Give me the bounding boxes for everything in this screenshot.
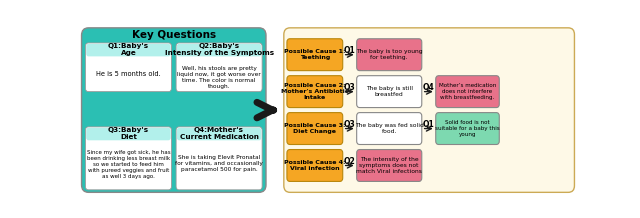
FancyBboxPatch shape [287,150,343,181]
Text: Possible Cause 1:
Teething: Possible Cause 1: Teething [284,49,346,60]
FancyBboxPatch shape [177,44,261,56]
Text: Q4: Q4 [423,83,435,92]
Text: Possible Cause 2:
Mother's Antibiotic
Intake: Possible Cause 2: Mother's Antibiotic In… [281,83,349,100]
FancyBboxPatch shape [287,76,343,107]
Text: The intensity of the
symptoms does not
match Viral infections: The intensity of the symptoms does not m… [356,157,422,174]
FancyBboxPatch shape [85,127,172,190]
Text: He is 5 months old.: He is 5 months old. [96,71,161,77]
FancyBboxPatch shape [284,28,575,192]
FancyBboxPatch shape [177,128,261,140]
Text: Solid food is not
suitable for a baby this
young: Solid food is not suitable for a baby th… [435,120,500,137]
FancyBboxPatch shape [436,113,499,145]
FancyBboxPatch shape [81,28,266,192]
FancyBboxPatch shape [176,127,262,190]
Text: Q3: Q3 [344,120,356,129]
Text: Since my wife got sick, he has
been drinking less breast milk
so we started to f: Since my wife got sick, he has been drin… [86,150,170,179]
Text: The baby was fed solid
food.: The baby was fed solid food. [355,123,424,134]
Text: Q3: Q3 [344,83,356,92]
Text: She is taking Elevit Pronatal
for vitamins, and occasionally
paracetamol 500 for: She is taking Elevit Pronatal for vitami… [175,155,263,172]
FancyBboxPatch shape [86,128,171,140]
Text: Q3:Baby's
Diet: Q3:Baby's Diet [108,127,149,140]
Text: Q1: Q1 [344,46,356,55]
Text: Well, his stools are pretty
liquid now, it got worse over
time. The color is nor: Well, his stools are pretty liquid now, … [177,66,261,89]
Text: Mother’s medication
does not interfere
with breastfeeding.: Mother’s medication does not interfere w… [439,83,496,100]
FancyBboxPatch shape [176,43,262,92]
Text: Q1:Baby's
Age: Q1:Baby's Age [108,43,149,56]
Text: Possible Cause 4:
Viral infection: Possible Cause 4: Viral infection [284,160,346,171]
FancyBboxPatch shape [86,44,171,56]
Text: Q2: Q2 [344,157,356,166]
Text: The baby is still
breastfed: The baby is still breastfed [365,86,413,97]
FancyBboxPatch shape [287,39,343,71]
Text: Key Questions: Key Questions [132,30,216,40]
Text: Q1: Q1 [423,120,435,129]
FancyBboxPatch shape [436,76,499,107]
Text: Q2:Baby's
Intensity of the Symptoms: Q2:Baby's Intensity of the Symptoms [164,43,274,56]
FancyBboxPatch shape [356,39,422,71]
Text: The baby is too young
for teething.: The baby is too young for teething. [356,49,422,60]
FancyBboxPatch shape [85,43,172,92]
FancyBboxPatch shape [356,150,422,181]
FancyBboxPatch shape [356,76,422,107]
Text: Q4:Mother's
Current Medication: Q4:Mother's Current Medication [180,127,259,140]
Text: Possible Cause 3:
Diet Change: Possible Cause 3: Diet Change [284,123,346,134]
FancyBboxPatch shape [287,113,343,145]
FancyBboxPatch shape [356,113,422,145]
